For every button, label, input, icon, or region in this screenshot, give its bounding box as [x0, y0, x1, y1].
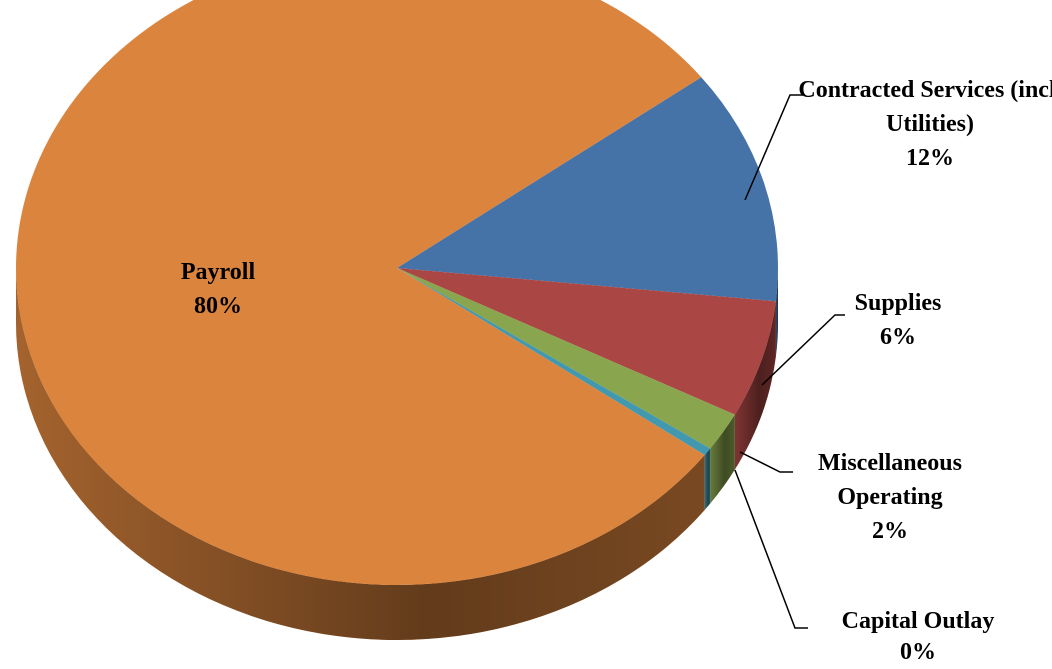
leader-lines	[734, 94, 845, 629]
data-label: Payroll 80%	[138, 255, 298, 323]
data-label: Miscellaneous Operating 2%	[785, 446, 995, 548]
value-label: 0%	[900, 639, 936, 665]
category-label: Supplies	[854, 290, 942, 316]
leader-line	[744, 94, 803, 201]
slice-side-shade	[704, 448, 711, 510]
value-label: 2%	[872, 518, 908, 544]
pie-tops	[16, 0, 778, 585]
value-label: 6%	[880, 324, 916, 350]
data-label: Contracted Services (incl. Utilities) 12%	[795, 73, 1052, 175]
category-label: Capital Outlay	[841, 608, 995, 634]
leader-line	[761, 314, 845, 386]
data-label: Capital Outlay 0%	[798, 606, 1038, 668]
slice	[397, 77, 778, 302]
slice	[397, 268, 711, 455]
slice-side-shade	[775, 268, 778, 357]
slice-side-shade	[15, 268, 705, 640]
category-label: Payroll	[180, 259, 256, 285]
category-label: Miscellaneous Operating	[818, 450, 962, 510]
value-label: 80%	[194, 293, 242, 319]
value-label: 12%	[906, 145, 954, 171]
slice	[397, 268, 776, 415]
category-label: Contracted Services (incl. Utilities)	[798, 77, 1052, 137]
slice	[16, 0, 705, 585]
data-label: Supplies 6%	[798, 286, 998, 354]
leader-line	[734, 469, 808, 629]
pie-sides	[15, 268, 778, 640]
leader-line	[739, 451, 793, 473]
slice	[397, 268, 735, 449]
slice-side-shade	[710, 414, 735, 504]
slice-side-shade	[734, 301, 776, 470]
